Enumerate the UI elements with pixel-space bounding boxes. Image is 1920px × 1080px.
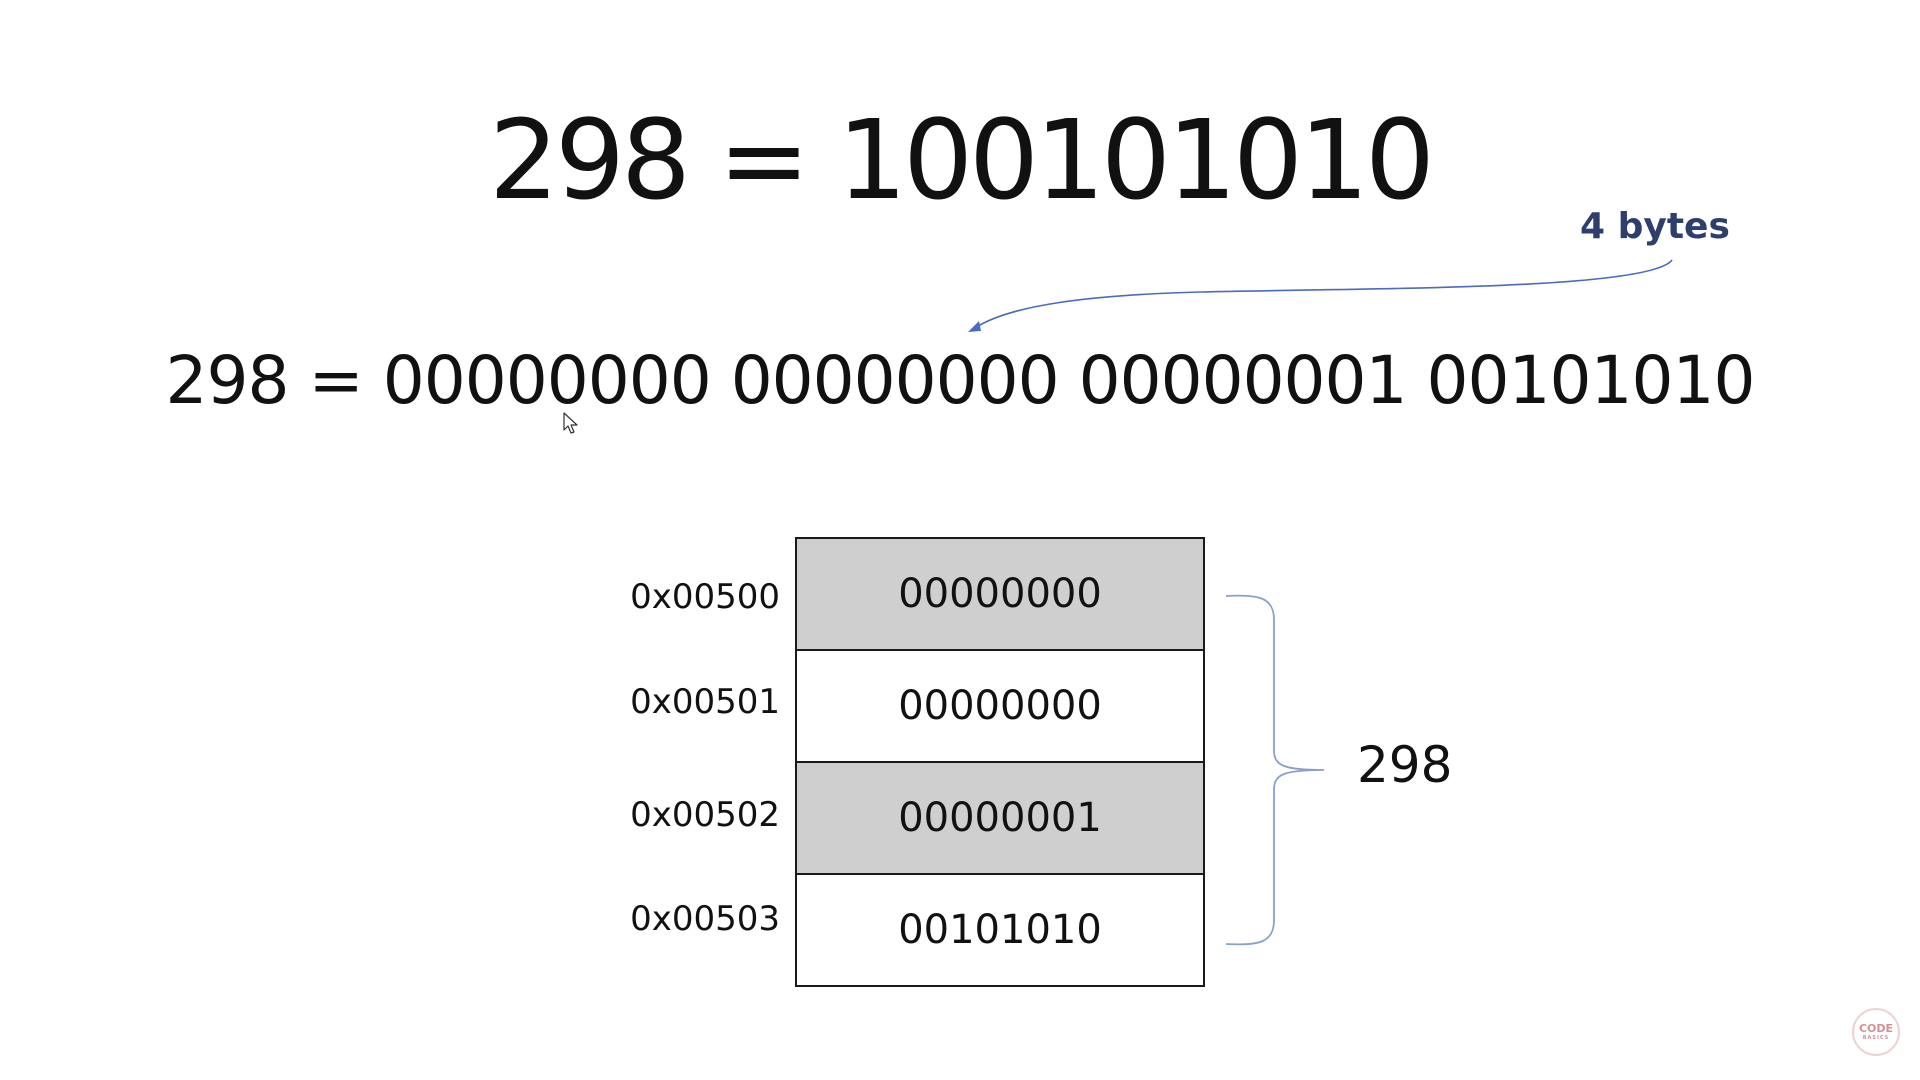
code-basics-logo: CODE BASICS [1852,1008,1900,1056]
bytes-arrow-curve [974,259,1673,329]
memory-address-label: 0x00500 [630,577,780,617]
memory-cell-0503: 00101010 [797,875,1203,985]
logo-text: CODE [1858,1022,1894,1035]
mouse-cursor-icon [563,412,578,434]
bytes-arrow-head [968,321,981,332]
memory-table: 00000000 00000000 00000001 00101010 [795,537,1205,987]
bytes-arrow [968,259,1673,332]
memory-cell-0500: 00000000 [797,539,1203,651]
curly-brace [1225,594,1325,946]
memory-cell-0502: 00000001 [797,763,1203,875]
binary-equation-short: 298 = 100101010 [489,96,1435,224]
memory-address-label: 0x00502 [630,795,780,835]
four-bytes-label: 4 bytes [1580,206,1730,247]
brace-value-label: 298 [1357,736,1453,794]
memory-address-label: 0x00501 [630,682,780,722]
memory-cell-0501: 00000000 [797,651,1203,763]
memory-address-label: 0x00503 [630,899,780,939]
binary-equation-padded: 298 = 00000000 00000000 00000001 0010101… [165,342,1756,419]
logo-subtext: BASICS [1862,1035,1890,1041]
